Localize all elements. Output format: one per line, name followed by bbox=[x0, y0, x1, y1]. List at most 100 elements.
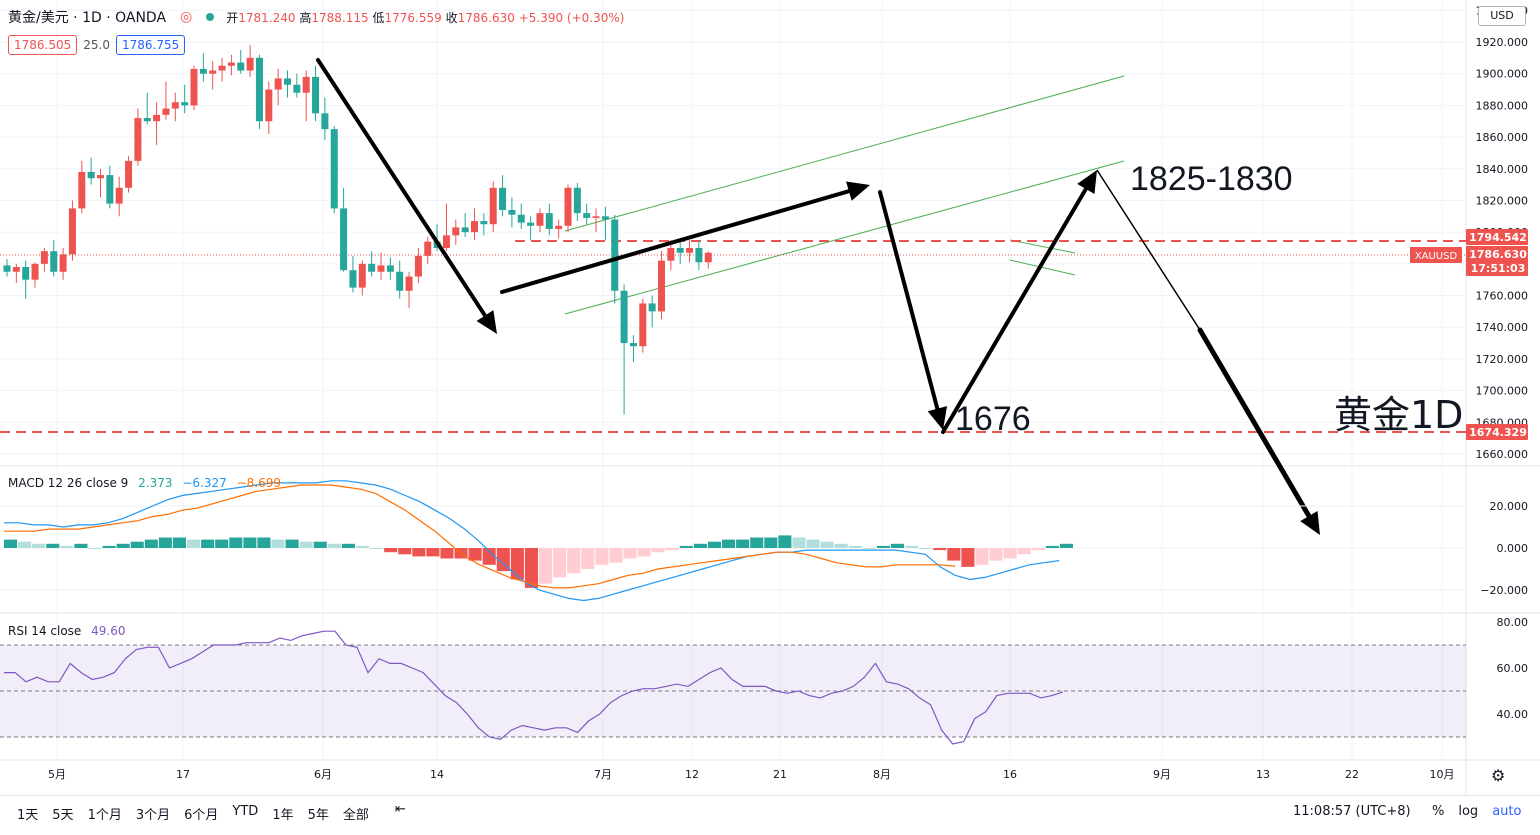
goto-date-icon[interactable]: ⇤ bbox=[395, 802, 406, 817]
time-tick-label: 21 bbox=[773, 768, 787, 781]
macd-histogram-bar bbox=[46, 543, 60, 548]
macd-histogram-bar bbox=[1003, 548, 1017, 559]
candle-body bbox=[676, 248, 684, 253]
candle-body bbox=[471, 221, 478, 233]
macd-histogram-bar bbox=[257, 537, 271, 548]
macd-histogram-bar bbox=[834, 543, 848, 548]
candle-body bbox=[499, 187, 507, 210]
bid-button[interactable]: 1786.505 bbox=[8, 35, 78, 55]
macd-legend[interactable]: MACD 12 26 close 9 2.373 −6.327 −8.699 bbox=[8, 476, 281, 490]
last-price-tag-bg bbox=[1466, 246, 1528, 262]
range-1y-button[interactable]: 1年 bbox=[272, 808, 294, 823]
macd-histogram-bar bbox=[876, 545, 890, 548]
macd-histogram-bar bbox=[384, 548, 398, 553]
symbol-title[interactable]: 黄金/美元 · 1D · OANDA bbox=[8, 10, 167, 26]
time-tick-label: 6月 bbox=[314, 768, 332, 781]
candle-body bbox=[386, 265, 394, 272]
rsi-legend[interactable]: RSI 14 close 49.60 bbox=[8, 624, 126, 638]
currency-selector[interactable]: USD bbox=[1478, 6, 1526, 26]
range-6m-button[interactable]: 6个月 bbox=[184, 808, 219, 823]
macd-histogram-bar bbox=[510, 548, 524, 580]
rsi-line bbox=[4, 630, 1064, 745]
candle-body bbox=[555, 225, 563, 229]
log-toggle[interactable]: log bbox=[1458, 804, 1479, 819]
range-1m-button[interactable]: 1个月 bbox=[87, 808, 122, 823]
candle-body bbox=[695, 248, 703, 263]
macd-histogram-bar bbox=[482, 548, 496, 565]
candle-body bbox=[611, 219, 619, 291]
signal-line bbox=[4, 484, 956, 589]
price-tick-label: 1660.000 bbox=[1476, 448, 1529, 461]
candle-body bbox=[461, 227, 469, 233]
macd-histogram-bar bbox=[905, 545, 919, 548]
ask-button[interactable]: 1786.755 bbox=[115, 35, 186, 55]
percent-toggle[interactable]: % bbox=[1432, 804, 1445, 819]
candle-body bbox=[601, 216, 609, 220]
time-tick-label: 9月 bbox=[1153, 768, 1171, 781]
macd-histogram-bar bbox=[116, 543, 130, 548]
macd-histogram-bar bbox=[172, 537, 187, 548]
macd-histogram-bar bbox=[1059, 543, 1073, 548]
macd-histogram-bar bbox=[961, 548, 975, 567]
macd-histogram-bar bbox=[623, 548, 637, 559]
macd-histogram-bar bbox=[693, 543, 707, 548]
range-3m-button[interactable]: 3个月 bbox=[135, 808, 171, 823]
range-1d-button[interactable]: 1天 bbox=[17, 808, 39, 823]
macd-histogram-bar bbox=[792, 537, 806, 548]
candle-body bbox=[368, 263, 376, 272]
auto-toggle[interactable]: auto bbox=[1492, 804, 1522, 819]
candle-body bbox=[414, 255, 422, 277]
scale-options: % log auto bbox=[1432, 804, 1521, 819]
visibility-icon[interactable]: ◎ bbox=[180, 9, 193, 25]
macd-histogram-bar bbox=[722, 539, 736, 548]
candle-body bbox=[162, 108, 170, 115]
macd-histogram-bar bbox=[933, 548, 947, 551]
candle-body bbox=[330, 129, 338, 209]
candle-body bbox=[648, 303, 656, 312]
candle-body bbox=[442, 235, 450, 248]
macd-histogram-bar bbox=[130, 541, 144, 548]
candle-body bbox=[405, 276, 413, 291]
symbol-tag: XAUUSD bbox=[1415, 251, 1458, 262]
range-buttons: 1天 5天 1个月 3个月 6个月 YTD 1年 5年 全部 bbox=[10, 804, 376, 823]
candle-body bbox=[227, 62, 235, 66]
range-5y-button[interactable]: 5年 bbox=[307, 808, 329, 823]
candle-body bbox=[143, 118, 151, 122]
range-all-button[interactable]: 全部 bbox=[342, 808, 369, 823]
range-ytd-button[interactable]: YTD bbox=[232, 804, 259, 819]
candle-body bbox=[573, 187, 581, 214]
clock-timezone[interactable]: 11:08:57 (UTC+8) bbox=[1293, 804, 1411, 819]
time-tick-label: 16 bbox=[1003, 768, 1017, 781]
candle-body bbox=[134, 118, 142, 161]
rsi-tick-label: 40.00 bbox=[1497, 708, 1529, 721]
settings-gear-icon[interactable]: ⚙ bbox=[1491, 766, 1506, 785]
macd-histogram-bar bbox=[707, 541, 722, 548]
candle-body bbox=[265, 89, 273, 122]
macd-histogram-bar bbox=[553, 548, 567, 578]
candle-body bbox=[564, 187, 572, 226]
candle-body bbox=[190, 68, 198, 106]
time-tick-label: 7月 bbox=[594, 768, 612, 781]
macd-histogram-bar bbox=[271, 539, 285, 548]
candle-body bbox=[377, 265, 385, 272]
flag-upper-line bbox=[1009, 239, 1076, 254]
macd-histogram-bar bbox=[524, 548, 538, 588]
macd-histogram-bar bbox=[18, 541, 32, 548]
time-tick-label: 5月 bbox=[48, 768, 66, 781]
candle-body bbox=[340, 208, 348, 271]
resistance-tag-bg bbox=[1466, 229, 1528, 245]
candle-body bbox=[274, 78, 282, 90]
candle-body bbox=[97, 175, 104, 179]
macd-histogram-bar bbox=[158, 537, 172, 548]
macd-histogram-bar bbox=[355, 545, 370, 548]
macd-histogram-bar bbox=[299, 541, 313, 548]
macd-histogram-bar bbox=[440, 548, 454, 559]
candle-body bbox=[629, 343, 637, 347]
arrow-up-channel-shaft bbox=[500, 189, 851, 294]
price-tick-label: 1740.000 bbox=[1476, 321, 1529, 334]
candle-body bbox=[87, 171, 95, 179]
range-5d-button[interactable]: 5天 bbox=[52, 808, 74, 823]
price-tick-label: 1880.000 bbox=[1476, 99, 1529, 112]
candle-body bbox=[199, 68, 207, 74]
